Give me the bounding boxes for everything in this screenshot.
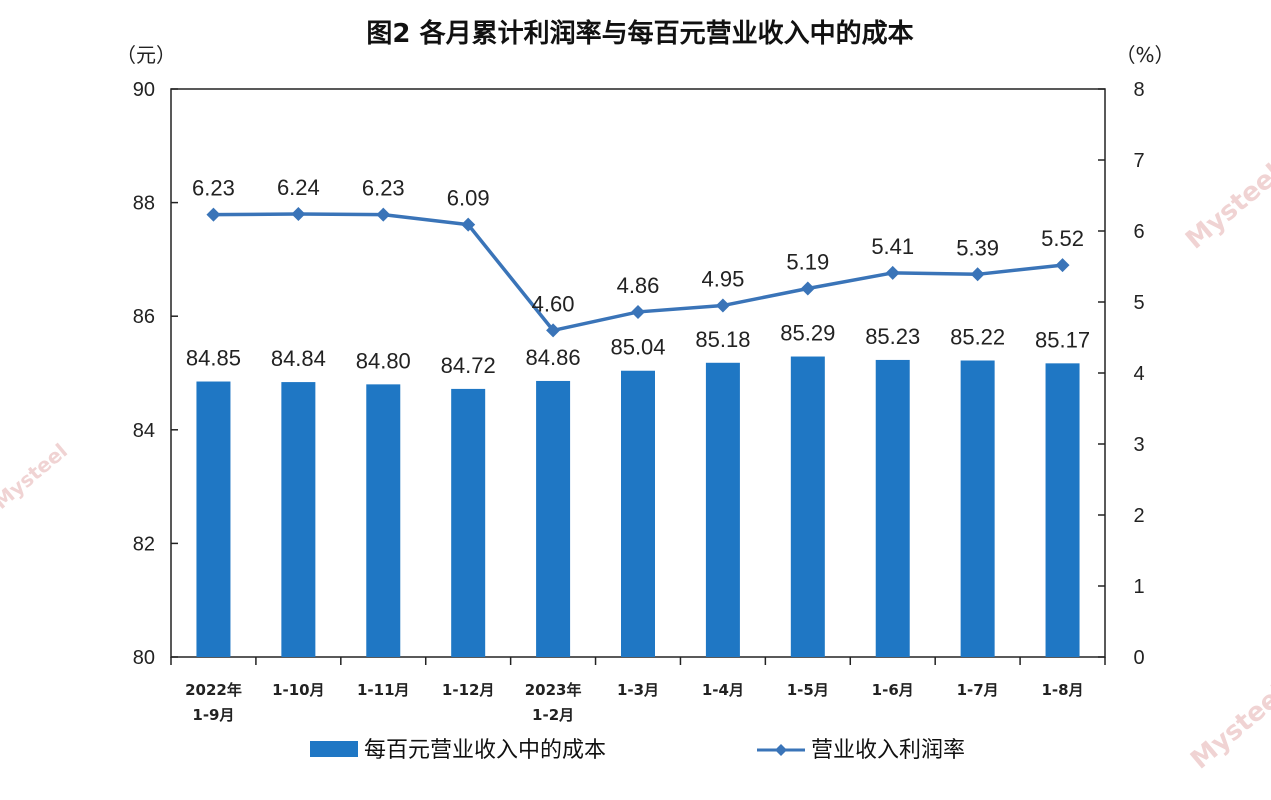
right-tick-label: 3 [1133, 434, 1144, 456]
legend-bar-swatch [310, 741, 358, 757]
legend: 每百元营业收入中的成本 营业收入利润率 [310, 738, 965, 763]
bar [536, 380, 571, 657]
bar-value-label: 85.18 [695, 327, 750, 352]
bar-value-label: 85.29 [780, 321, 835, 346]
line-marker [461, 217, 476, 232]
line-value-label: 4.95 [701, 267, 744, 292]
line-marker [291, 206, 306, 221]
right-tick-label: 5 [1133, 292, 1144, 314]
category-labels: 2022年 1-9月 1-10月 1-11月 1-12月 2023年 1-2月 1-3月 1-4… [185, 681, 1084, 724]
right-axis-unit: （%） [1115, 43, 1174, 67]
left-tick-label: 86 [133, 306, 155, 328]
left-tick-label: 88 [133, 193, 155, 215]
bar [281, 382, 316, 657]
category-label: 1-11月 [357, 681, 410, 699]
line-value-label: 5.52 [1041, 226, 1084, 251]
right-axis-ticks: 0 1 2 3 4 5 6 7 8 [1098, 79, 1145, 669]
category-label: 1-10月 [272, 681, 325, 699]
line-value-label: 5.39 [956, 235, 999, 260]
line-marker [206, 207, 221, 222]
bar-series [196, 356, 1080, 657]
category-label: 1-6月 [872, 681, 914, 699]
line-value-label: 5.19 [786, 250, 829, 275]
chart-title: 图2 各月累计利润率与每百元营业收入中的成本 [366, 18, 913, 49]
right-tick-label: 4 [1133, 363, 1144, 385]
bar-value-label: 84.84 [271, 346, 326, 371]
left-tick-label: 90 [133, 79, 155, 101]
line-series [206, 206, 1070, 338]
bar [196, 381, 231, 657]
left-axis-ticks: 80 82 84 86 88 90 [133, 79, 178, 669]
bar-data-labels: 84.85 84.84 84.80 84.72 84.86 85.04 85.18 85.29… [186, 321, 1090, 378]
legend-line-label: 营业收入利润率 [811, 738, 965, 763]
line-marker [546, 323, 561, 338]
line-marker [376, 207, 391, 222]
right-tick-label: 2 [1133, 505, 1144, 527]
bar [621, 370, 655, 657]
legend-bar-label: 每百元营业收入中的成本 [364, 738, 606, 763]
line-marker [800, 281, 815, 296]
left-tick-label: 82 [133, 533, 155, 555]
watermark: Mysteel [1180, 159, 1271, 256]
category-label: 1-2月 [532, 706, 574, 724]
left-axis-unit: （元） [116, 43, 176, 67]
category-label: 2023年 [525, 681, 582, 699]
watermark: Mysteel [0, 439, 72, 514]
right-tick-label: 1 [1133, 576, 1144, 598]
line-value-label: 5.41 [871, 234, 914, 259]
line-marker [885, 265, 900, 280]
category-label: 2022年 [185, 681, 242, 699]
bar [705, 362, 740, 657]
category-label: 1-3月 [617, 681, 659, 699]
category-label: 1-9月 [192, 706, 234, 724]
right-tick-label: 8 [1133, 79, 1144, 101]
right-tick-label: 0 [1133, 647, 1144, 669]
bar [790, 356, 825, 657]
left-tick-label: 84 [133, 420, 155, 442]
category-label: 1-8月 [1041, 681, 1083, 699]
category-label: 1-4月 [702, 681, 744, 699]
line-marker [631, 304, 645, 319]
category-label: 1-5月 [787, 681, 829, 699]
bar [875, 359, 910, 657]
bar-value-label: 85.17 [1035, 327, 1090, 352]
line-marker [970, 267, 985, 282]
bar-value-label: 84.86 [526, 345, 581, 370]
bar [1045, 363, 1080, 657]
bar-value-label: 84.85 [186, 346, 241, 371]
line-value-label: 6.23 [362, 176, 405, 201]
line-marker [1055, 258, 1070, 273]
legend-line-marker [775, 744, 787, 756]
bar-value-label: 84.80 [356, 348, 411, 373]
line-value-label: 4.86 [617, 273, 660, 298]
left-tick-label: 80 [133, 647, 155, 669]
bar [451, 388, 486, 657]
line-data-labels: 6.23 6.24 6.23 6.09 4.60 4.86 4.95 5.19 5.41 5.39… [192, 175, 1084, 316]
bar-value-label: 84.72 [441, 353, 496, 378]
line-value-label: 4.60 [532, 291, 575, 316]
category-label: 1-7月 [957, 681, 999, 699]
right-tick-label: 7 [1133, 150, 1144, 172]
bar-value-label: 85.22 [950, 325, 1005, 350]
x-axis-ticks [170, 657, 1106, 665]
bar [960, 360, 995, 657]
line-value-label: 6.24 [277, 175, 320, 200]
bar [366, 384, 401, 657]
line-value-label: 6.09 [447, 186, 490, 211]
bar-value-label: 85.04 [610, 335, 665, 360]
right-tick-label: 6 [1133, 221, 1144, 243]
category-label: 1-12月 [442, 681, 495, 699]
line-marker [715, 298, 730, 313]
line-value-label: 6.23 [192, 176, 235, 201]
bar-value-label: 85.23 [865, 324, 920, 349]
watermark: Mysteel [1185, 679, 1271, 776]
